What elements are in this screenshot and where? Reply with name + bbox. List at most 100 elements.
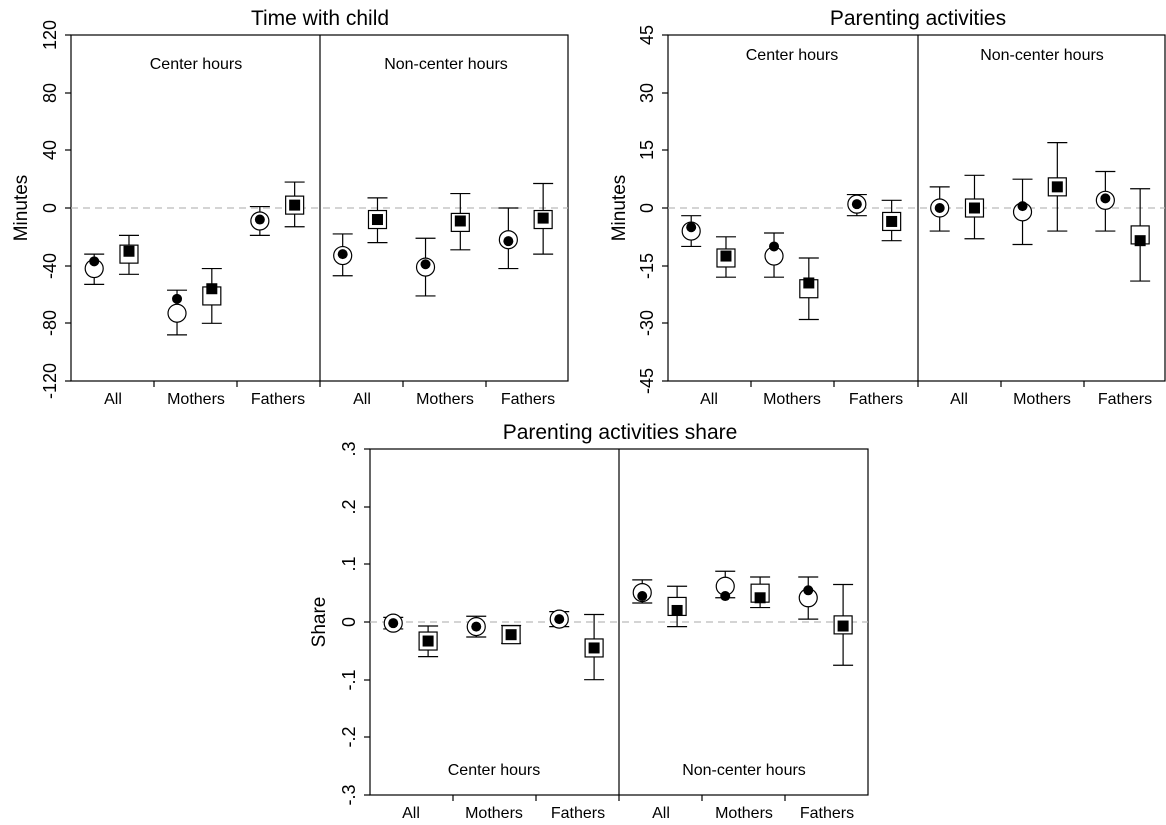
- estimate-solid-circle: [686, 222, 697, 233]
- x-category-label: Fathers: [1098, 391, 1152, 408]
- estimate-solid-square: [803, 277, 815, 289]
- y-tick-label: 120: [40, 20, 60, 50]
- estimate-solid-square: [123, 245, 135, 257]
- estimate-solid-square: [1051, 181, 1063, 193]
- y-tick-label: 0: [637, 203, 657, 213]
- estimate-solid-circle: [471, 621, 482, 632]
- x-category-label: Fathers: [849, 391, 903, 408]
- section-label-center-hours: Center hours: [448, 762, 541, 779]
- estimate-solid-circle: [1100, 193, 1111, 204]
- estimate-solid-square: [671, 604, 683, 616]
- y-axis-label: Share: [309, 597, 330, 648]
- x-category-label: Mothers: [465, 805, 523, 822]
- x-tick-marks: [153, 381, 487, 387]
- section-label-non-center-hours: Non-center hours: [980, 47, 1104, 64]
- x-tick-marks: [750, 381, 1085, 387]
- y-tick-label: -15: [637, 253, 657, 279]
- x-category-label: All: [652, 805, 670, 822]
- estimate-solid-circle: [769, 241, 780, 252]
- estimate-solid-square: [371, 214, 383, 226]
- x-category-label: All: [402, 805, 420, 822]
- x-tick-marks: [452, 795, 786, 801]
- panel-title: Parenting activities: [830, 7, 1006, 30]
- x-category-label: Fathers: [800, 805, 854, 822]
- y-tick-label: 15: [637, 140, 657, 160]
- y-tick-label: -120: [40, 363, 60, 399]
- estimate-solid-square: [1134, 235, 1146, 247]
- y-axis-label: Minutes: [11, 175, 32, 242]
- estimate-solid-circle: [503, 236, 514, 247]
- y-tick-label: .3: [339, 441, 359, 456]
- x-category-label: All: [104, 391, 122, 408]
- y-tick-label: -.2: [339, 726, 359, 747]
- estimate-solid-square: [206, 283, 218, 295]
- x-category-label: Mothers: [167, 391, 225, 408]
- x-category-label: Fathers: [501, 391, 555, 408]
- estimate-solid-circle: [934, 203, 945, 213]
- estimate-solid-circle: [254, 214, 265, 225]
- y-tick-label: 80: [40, 83, 60, 103]
- estimate-solid-square: [537, 212, 549, 224]
- panel-time-with-child: Time with child Minutes Center hours Non…: [11, 7, 569, 408]
- x-category-label: Mothers: [763, 391, 821, 408]
- x-category-label: All: [700, 391, 718, 408]
- y-tick-label: -80: [40, 310, 60, 336]
- y-tick-label: -.1: [339, 669, 359, 690]
- estimate-solid-square: [289, 199, 301, 211]
- y-tick-label: 40: [40, 140, 60, 160]
- estimate-solid-square: [422, 635, 434, 647]
- y-tick-label: -30: [637, 310, 657, 336]
- section-label-non-center-hours: Non-center hours: [384, 56, 508, 73]
- y-tick-marks: [662, 34, 668, 382]
- estimate-solid-square: [588, 642, 600, 654]
- estimate-solid-circle: [172, 293, 183, 304]
- y-tick-label: 0: [40, 203, 60, 213]
- y-tick-label: 30: [637, 83, 657, 103]
- estimate-solid-circle: [720, 591, 731, 602]
- y-axis-label: Minutes: [609, 175, 630, 242]
- x-category-label: All: [353, 391, 371, 408]
- estimate-solid-circle: [337, 249, 348, 260]
- x-category-label: Mothers: [416, 391, 474, 408]
- estimate-solid-circle: [388, 618, 399, 629]
- estimate-solid-circle: [1017, 201, 1028, 212]
- y-tick-label: -.3: [339, 784, 359, 805]
- estimate-solid-circle: [89, 256, 100, 267]
- y-tick-label: -40: [40, 253, 60, 279]
- estimate-solid-circle: [637, 591, 648, 602]
- estimate-solid-square: [968, 202, 980, 214]
- estimate-solid-circle: [554, 614, 565, 625]
- y-tick-label: .1: [339, 556, 359, 571]
- y-tick-label: .2: [339, 499, 359, 514]
- section-label-center-hours: Center hours: [150, 56, 243, 73]
- y-tick-label: 0: [339, 617, 359, 627]
- x-category-label: All: [950, 391, 968, 408]
- x-category-label: Mothers: [1013, 391, 1071, 408]
- estimate-solid-square: [754, 592, 766, 604]
- estimate-solid-square: [720, 250, 732, 262]
- data-marks: [681, 142, 1151, 321]
- estimate-solid-circle: [803, 585, 814, 596]
- estimate-solid-square: [837, 620, 849, 632]
- y-tick-label: -45: [637, 368, 657, 394]
- x-category-label: Fathers: [551, 805, 605, 822]
- data-marks: [383, 570, 854, 681]
- data-marks: [84, 181, 554, 336]
- estimate-solid-square: [886, 215, 898, 227]
- y-tick-label: 45: [637, 25, 657, 45]
- panel-parenting-activities-share: Parenting activities share Share Center …: [309, 421, 869, 822]
- estimate-solid-circle: [851, 199, 862, 210]
- x-category-label: Mothers: [715, 805, 773, 822]
- section-label-center-hours: Center hours: [746, 47, 839, 64]
- panel-title: Time with child: [251, 7, 389, 30]
- y-tick-marks: [65, 34, 71, 382]
- panel-parenting-activities: Parenting activities Minutes Center hour…: [609, 7, 1166, 408]
- y-tick-marks: [364, 448, 370, 796]
- estimate-hollow-circle: [167, 303, 187, 323]
- x-category-label: Fathers: [251, 391, 305, 408]
- panel-title: Parenting activities share: [503, 421, 738, 444]
- section-label-non-center-hours: Non-center hours: [682, 762, 806, 779]
- estimate-solid-square: [505, 629, 517, 641]
- estimate-solid-square: [454, 215, 466, 227]
